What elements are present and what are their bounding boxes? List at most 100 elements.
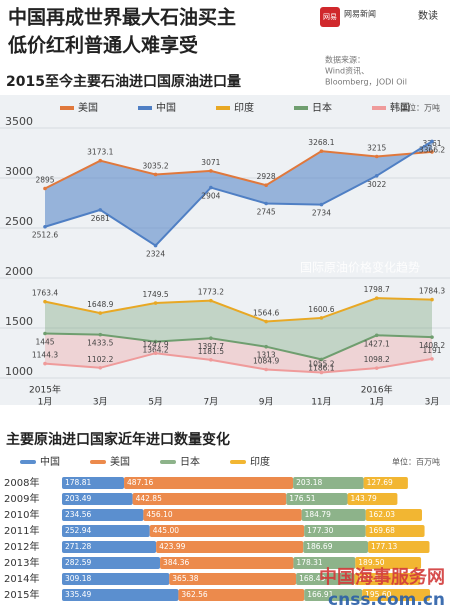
legend-swatch	[372, 106, 386, 110]
x-tick-label: 11月	[311, 397, 331, 408]
data-point	[319, 370, 324, 375]
bar-segment	[62, 525, 150, 537]
data-point	[430, 335, 434, 339]
bar-segment	[149, 525, 305, 537]
x-tick-label: 5月	[148, 397, 163, 408]
data-label: 1055.2	[308, 359, 334, 368]
series-line	[44, 140, 433, 247]
bar-segment	[304, 589, 363, 601]
data-label: 365.38	[172, 574, 198, 583]
bar-segment	[293, 477, 364, 489]
data-label: 203.49	[65, 494, 91, 503]
chart-background	[0, 95, 450, 405]
data-point	[319, 316, 324, 320]
bar-segment	[347, 493, 398, 505]
data-point	[209, 336, 213, 341]
data-label: 2734	[312, 209, 331, 218]
data-label: 1784.3	[419, 287, 445, 296]
data-label: 2681	[91, 214, 110, 223]
data-label: 1181.5	[198, 347, 224, 356]
chart-title: 2015至今主要石油进口国原油进口量	[6, 73, 241, 90]
data-label: 1433.5	[87, 339, 113, 348]
data-point	[43, 299, 47, 304]
data-label: 177.13	[371, 542, 397, 551]
data-point	[430, 139, 434, 144]
legend-label: 印度	[234, 101, 254, 114]
bar-segment	[303, 541, 369, 553]
data-label: 2512.6	[32, 231, 58, 240]
bar-segment	[143, 509, 302, 521]
x-tick-label: 9月	[259, 397, 274, 408]
data-label: 3022	[367, 180, 386, 189]
y-tick-label: 1500	[5, 315, 33, 328]
unit: 单位：百万吨	[392, 457, 440, 467]
y-tick-label: 2009年	[4, 492, 39, 505]
bar-segment	[62, 541, 157, 553]
title-line: 低价红利普通人难享受	[7, 34, 198, 57]
data-label: 2904	[201, 192, 220, 201]
data-label: 1564.6	[253, 309, 279, 318]
data-label: 1600.6	[308, 305, 334, 314]
footer-site: 中国海事服务网	[319, 566, 445, 588]
legend-swatch	[216, 106, 230, 110]
data-label: 3215	[367, 144, 386, 153]
data-label: 1773.2	[198, 288, 224, 297]
bar-segment	[124, 477, 294, 489]
x-tick-label: 1月	[38, 397, 53, 408]
data-label: 1648.9	[87, 300, 113, 309]
data-label: 3366.2	[419, 145, 445, 154]
data-label: 384.36	[163, 558, 189, 567]
data-point	[264, 367, 268, 372]
data-label: 309.18	[65, 574, 91, 583]
data-point	[98, 311, 103, 315]
data-label: 1427.1	[364, 339, 390, 348]
legend-label: 美国	[78, 101, 98, 114]
y-tick-label: 3500	[5, 115, 33, 128]
data-point	[209, 298, 213, 303]
data-point	[153, 351, 158, 356]
data-label: 3035.2	[142, 161, 168, 170]
x-tick-label: 1月	[369, 397, 384, 408]
bar-segment	[62, 589, 179, 601]
data-point	[98, 208, 103, 212]
x-tick-label: 3月	[93, 397, 108, 408]
data-label: 184.79	[305, 510, 331, 519]
data-point	[43, 331, 47, 336]
legend-label: 印度	[250, 455, 270, 468]
data-label: 1247.9	[142, 340, 168, 349]
data-label: 445.00	[153, 526, 179, 535]
data-label: 2895	[35, 176, 54, 185]
bar-segment	[169, 573, 297, 585]
data-label: 2324	[146, 250, 165, 259]
data-point	[98, 365, 103, 370]
data-point	[319, 357, 324, 362]
data-point	[209, 185, 213, 190]
data-label: 169.68	[369, 526, 395, 535]
data-point	[319, 149, 324, 153]
data-point	[98, 332, 103, 337]
y-tick-label: 2012年	[4, 540, 39, 553]
background-label: 国际原油价格变化趋势	[300, 260, 420, 275]
legend-swatch	[90, 460, 106, 464]
data-label: 127.69	[367, 478, 393, 487]
data-point	[153, 339, 158, 344]
bar-segment	[156, 541, 304, 553]
unit: 单位：万吨	[400, 103, 440, 113]
legend-swatch	[160, 460, 176, 464]
series-line	[44, 150, 433, 190]
y-tick-label: 2500	[5, 215, 33, 228]
data-label: 168.40	[299, 574, 325, 583]
data-label: 166.91	[307, 590, 333, 599]
y-tick-label: 2010年	[4, 508, 39, 521]
data-label: 1749.5	[142, 290, 168, 299]
data-point	[98, 158, 103, 163]
data-point	[43, 361, 47, 366]
bar-segment	[293, 557, 356, 569]
bar-segment	[368, 541, 430, 553]
data-point	[319, 202, 324, 207]
logo-name: 网易新闻	[344, 9, 376, 19]
bar-segment	[62, 477, 125, 489]
y-tick-label: 3000	[5, 165, 33, 178]
data-point	[43, 186, 47, 191]
